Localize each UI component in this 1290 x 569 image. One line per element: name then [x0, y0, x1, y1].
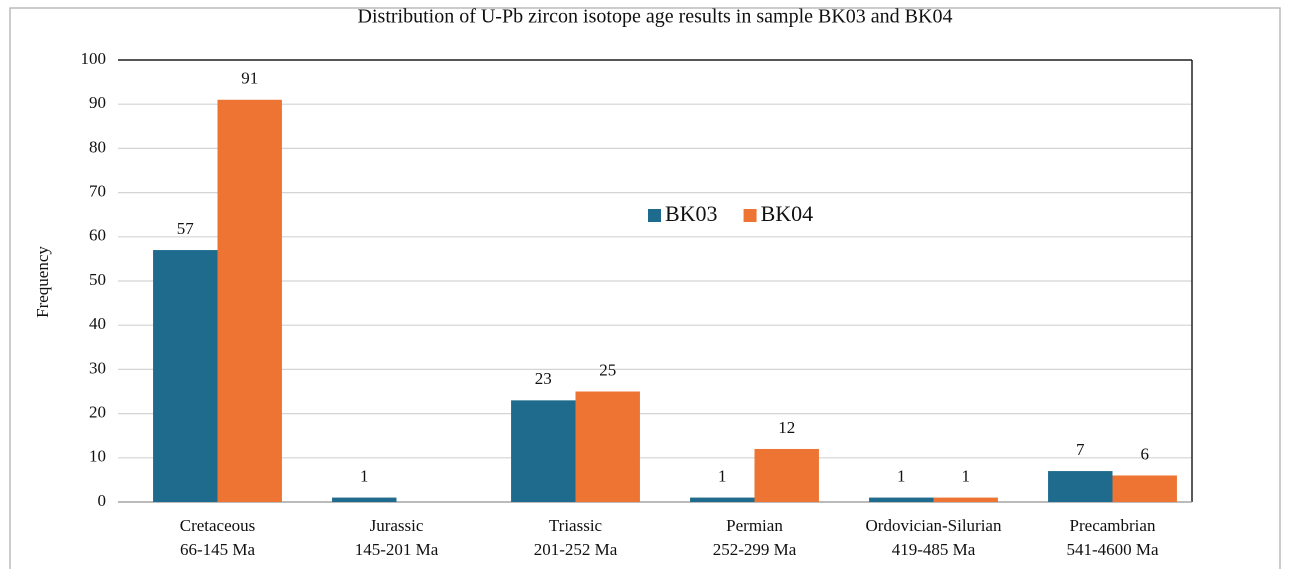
x-tick-label: 66-145 Ma: [180, 540, 256, 559]
data-label: 23: [535, 369, 552, 388]
bar: [575, 391, 640, 502]
bar: [217, 99, 282, 502]
data-label: 6: [1140, 444, 1149, 463]
y-tick-label: 70: [89, 182, 106, 201]
bar: [933, 497, 998, 502]
chart-border: [9, 7, 1281, 569]
y-tick-label: 20: [89, 403, 106, 422]
y-tick-label: 10: [89, 447, 106, 466]
y-axis-label: Frequency: [33, 246, 52, 318]
bar: [153, 250, 218, 502]
data-label: 12: [778, 418, 795, 437]
y-tick-label: 100: [81, 49, 107, 68]
data-label: 1: [961, 466, 970, 485]
legend-label: BK04: [761, 201, 814, 226]
x-tick-label: Jurassic: [370, 516, 424, 535]
x-tick-label: 201-252 Ma: [534, 540, 618, 559]
y-tick-label: 40: [89, 314, 106, 333]
x-tick-label: 419-485 Ma: [892, 540, 976, 559]
bar: [1048, 471, 1113, 502]
data-label: 1: [718, 466, 727, 485]
x-tick-label: Permian: [726, 516, 783, 535]
data-label: 7: [1076, 440, 1085, 459]
x-tick-label: Ordovician-Silurian: [866, 516, 1002, 535]
x-tick-label: 252-299 Ma: [713, 540, 797, 559]
bar: [332, 497, 397, 502]
y-tick-label: 80: [89, 137, 106, 156]
legend-swatch: [648, 209, 661, 222]
y-tick-label: 0: [98, 491, 107, 510]
chart-title: Distribution of U-Pb zircon isotope age …: [358, 6, 953, 28]
y-tick-label: 50: [89, 270, 106, 289]
y-tick-label: 60: [89, 226, 106, 245]
bar: [690, 497, 755, 502]
data-label: 91: [241, 69, 258, 88]
bar: [869, 497, 934, 502]
x-tick-label: 541-4600 Ma: [1066, 540, 1159, 559]
x-tick-label: Cretaceous: [180, 516, 256, 535]
x-tick-label: Triassic: [549, 516, 603, 535]
x-tick-label: 145-201 Ma: [355, 540, 439, 559]
legend-label: BK03: [665, 201, 718, 226]
y-tick-label: 30: [89, 358, 106, 377]
bar: [754, 448, 819, 502]
y-tick-label: 90: [89, 93, 106, 112]
x-tick-label: Precambrian: [1070, 516, 1156, 535]
data-label: 1: [897, 466, 906, 485]
data-label: 25: [599, 360, 616, 379]
bar: [1112, 475, 1177, 502]
data-label: 1: [360, 466, 369, 485]
data-label: 57: [177, 219, 195, 238]
bar: [511, 400, 576, 502]
legend-swatch: [743, 209, 757, 222]
